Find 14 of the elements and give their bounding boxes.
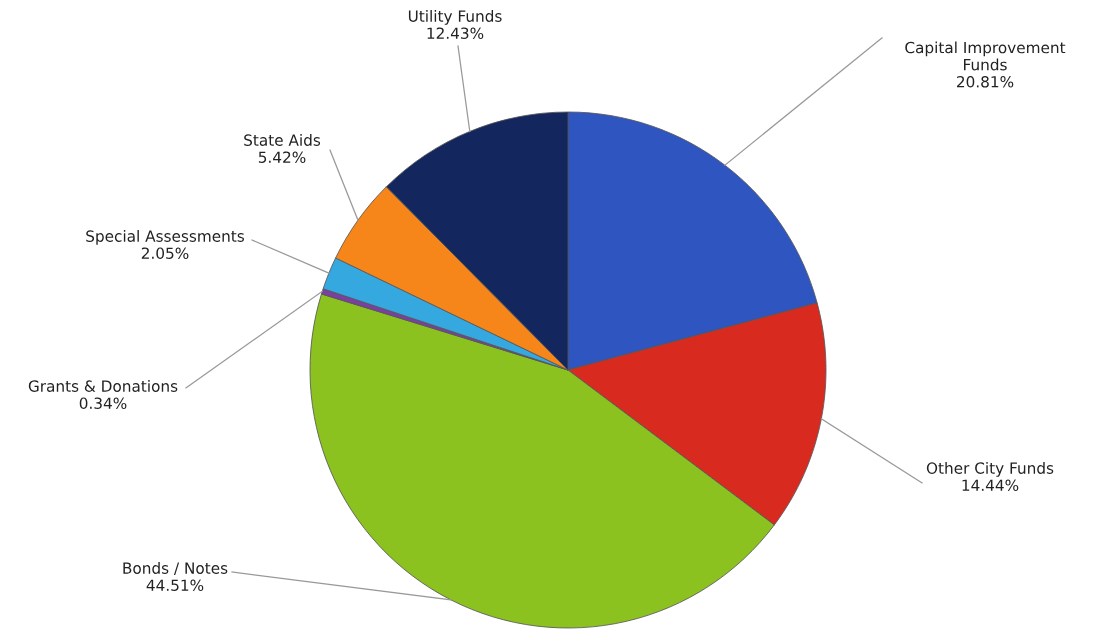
slice-label: Other City Funds	[926, 462, 1054, 477]
data-label: 0.34%	[79, 397, 127, 409]
slice-label: Special Assessments	[86, 230, 245, 245]
data-label: 5.42%	[258, 151, 306, 163]
data-label: 44.51%	[146, 579, 204, 591]
slice-label: State Aids	[244, 134, 321, 146]
slice-label: Bonds / Notes	[123, 562, 228, 576]
slice-label: Capital Improvement Funds	[905, 41, 1066, 71]
data-label: 2.05%	[141, 247, 189, 259]
slice-label: Utility Funds	[408, 10, 502, 25]
data-label: 20.81%	[956, 75, 1014, 88]
slice-label: Grants & Donations	[28, 380, 178, 392]
data-label: 14.44%	[962, 479, 1019, 491]
data-label: 12.43%	[427, 27, 484, 39]
